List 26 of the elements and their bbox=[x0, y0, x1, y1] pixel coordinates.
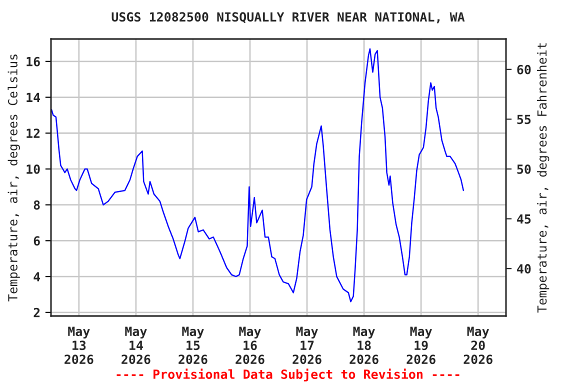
y-tick-label: 8 bbox=[34, 200, 40, 210]
y2-tick-label: 50 bbox=[517, 164, 531, 174]
y-tick-label: 14 bbox=[26, 92, 40, 102]
x-tick-label: May 16 2026 bbox=[236, 326, 264, 364]
y-tick-label: 10 bbox=[26, 164, 40, 174]
y-tick-label: 2 bbox=[34, 308, 40, 318]
y2-tick-label: 45 bbox=[517, 214, 531, 224]
text: ---- Provisional Data Subject to Revision ---- bbox=[116, 368, 460, 382]
line-series bbox=[51, 48, 464, 302]
y-axis-title: Temperature, air, degrees Celsius bbox=[8, 54, 20, 302]
x-tick-label: May 15 2026 bbox=[178, 326, 208, 364]
y2-axis-title: Temperature, air, degrees Fahrenheit bbox=[537, 43, 550, 313]
x-tick-label: May 19 2026 bbox=[406, 326, 436, 364]
x-tick-label: May 14 2026 bbox=[122, 326, 150, 364]
x-tick-label: May 18 2026 bbox=[350, 326, 378, 364]
y2-tick-label: 55 bbox=[517, 114, 531, 124]
y2-tick-label: 40 bbox=[517, 264, 531, 274]
x-tick-label: May 20 2026 bbox=[464, 326, 492, 364]
x-tick-label: May 13 2026 bbox=[64, 326, 94, 364]
x-tick-label: May 17 2026 bbox=[292, 326, 322, 364]
chart-title: USGS 12082500 NISQUALLY RIVER NEAR NATIONAL, WA bbox=[112, 12, 465, 24]
y-tick-label: 16 bbox=[26, 56, 40, 66]
y-tick-label: 6 bbox=[34, 236, 40, 246]
y2-tick-label: 60 bbox=[517, 64, 531, 74]
y-tick-label: 4 bbox=[34, 272, 40, 282]
y-tick-label: 12 bbox=[26, 128, 40, 138]
